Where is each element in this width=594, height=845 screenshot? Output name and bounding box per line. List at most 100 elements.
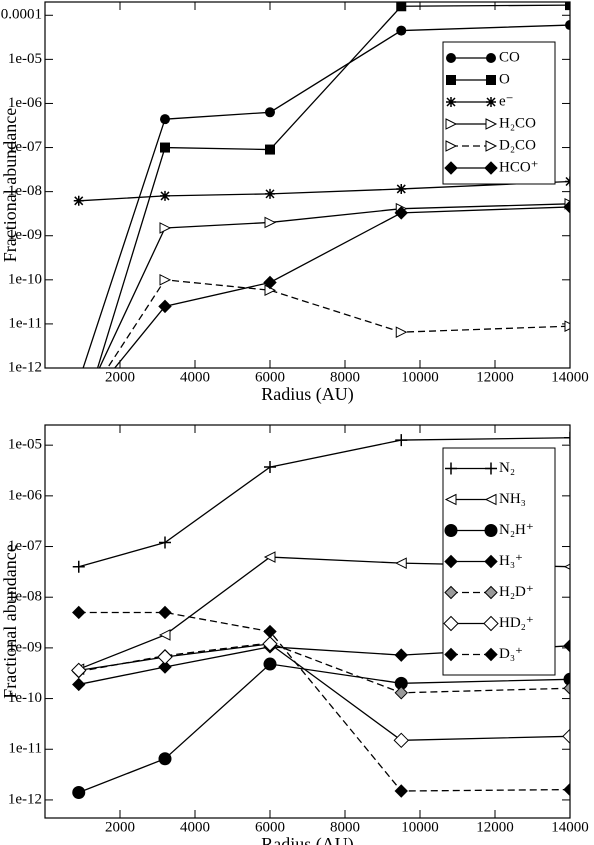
marker <box>563 200 570 214</box>
y-tick-label: 1e-06 <box>8 487 43 503</box>
y-tick-label: 0.0001 <box>1 7 42 23</box>
marker <box>564 431 570 444</box>
marker <box>393 732 409 749</box>
marker <box>72 786 86 800</box>
plot-frame <box>44 1 571 369</box>
y-tick-label: 1e-07 <box>8 538 43 554</box>
marker <box>445 140 458 152</box>
marker <box>446 75 456 85</box>
y-tick-label: 1e-10 <box>8 271 42 287</box>
marker <box>446 97 456 107</box>
x-tick-label: 10000 <box>401 369 439 385</box>
plot-frame <box>44 424 571 819</box>
marker <box>158 299 172 314</box>
x-axis-label: Radius (AU) <box>261 834 354 845</box>
marker <box>158 660 172 674</box>
marker <box>485 118 498 130</box>
x-tick-label: 4000 <box>180 369 210 385</box>
y-tick-label: 1e-06 <box>8 95 43 111</box>
marker <box>396 25 407 36</box>
marker <box>263 551 276 563</box>
marker <box>263 657 277 671</box>
y-tick-label: 1e-05 <box>8 437 42 453</box>
legend-label: D₂CO <box>499 137 536 153</box>
marker <box>72 677 86 692</box>
marker <box>159 222 172 234</box>
marker <box>394 676 408 690</box>
legend-label: H₃⁺ <box>499 553 523 569</box>
marker <box>74 407 84 417</box>
marker <box>265 188 275 199</box>
marker <box>74 425 84 435</box>
legend-label: H₂CO <box>499 115 536 131</box>
marker <box>563 782 570 797</box>
plot-area <box>73 2 570 435</box>
marker <box>265 144 275 155</box>
marker <box>563 681 570 695</box>
marker <box>445 462 457 475</box>
marker <box>264 461 276 474</box>
marker <box>395 557 407 569</box>
marker <box>264 216 277 229</box>
marker <box>73 406 85 418</box>
y-axis-label: Fractional abundance <box>0 108 20 262</box>
y-tick-label: 1e-05 <box>8 51 42 67</box>
marker <box>562 728 570 745</box>
series-line <box>106 279 570 368</box>
marker <box>159 274 172 286</box>
legend-label: e⁻ <box>499 93 514 109</box>
legend-label: N₂ <box>499 460 515 476</box>
marker <box>74 407 84 417</box>
y-tick-label: 1e-08 <box>8 589 42 605</box>
marker <box>394 686 408 700</box>
marker <box>265 107 275 118</box>
marker <box>158 605 172 620</box>
marker <box>485 140 498 152</box>
y-tick-label: 1e-11 <box>8 741 42 757</box>
marker <box>444 554 458 569</box>
x-tick-label: 4000 <box>180 819 210 835</box>
marker <box>395 326 408 338</box>
marker <box>484 524 498 537</box>
legend-box <box>442 41 556 185</box>
legend-label: HD₂⁺ <box>499 615 534 631</box>
legend-label: H₂D⁺ <box>499 584 534 600</box>
x-tick-label: 8000 <box>330 819 360 835</box>
x-tick-label: 10000 <box>401 819 439 835</box>
y-axis-label: Fractional abundance <box>0 544 20 698</box>
y-tick-label: 1e-12 <box>8 359 42 375</box>
marker <box>394 648 408 662</box>
x-axis-label: Radius (AU) <box>261 384 354 405</box>
marker <box>158 752 172 766</box>
y-tick-label: 1e-12 <box>8 791 42 807</box>
x-tick-label: 12000 <box>476 369 514 385</box>
marker <box>484 554 498 569</box>
marker <box>563 563 570 570</box>
marker <box>483 615 499 632</box>
marker <box>486 53 496 63</box>
marker <box>563 639 570 653</box>
x-tick-label: 6000 <box>255 819 285 835</box>
marker <box>263 275 277 290</box>
marker <box>445 118 458 130</box>
marker <box>159 536 171 549</box>
marker <box>396 2 407 12</box>
y-tick-label: 1e-09 <box>8 639 42 655</box>
marker <box>396 183 407 194</box>
legend-label: D₃⁺ <box>499 646 523 662</box>
marker <box>484 585 498 600</box>
marker <box>73 195 84 206</box>
marker <box>484 493 497 506</box>
marker <box>443 615 459 632</box>
x-tick-label: 2000 <box>105 369 135 385</box>
y-tick-label: 1e-08 <box>8 183 42 199</box>
y-tick-label: 1e-09 <box>8 227 42 243</box>
legend-label: NH₃ <box>499 491 526 507</box>
marker <box>262 636 278 652</box>
marker <box>486 97 496 107</box>
marker <box>564 320 570 332</box>
marker <box>484 647 498 662</box>
marker <box>395 434 408 447</box>
marker <box>263 624 277 639</box>
marker <box>444 524 458 537</box>
